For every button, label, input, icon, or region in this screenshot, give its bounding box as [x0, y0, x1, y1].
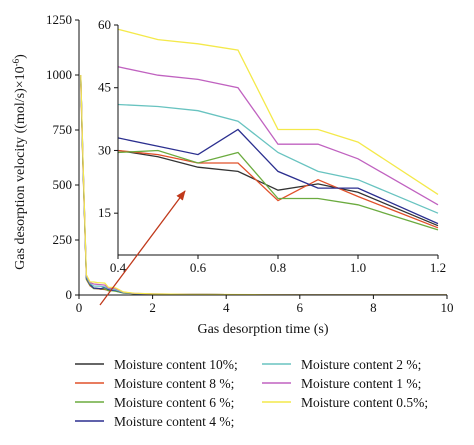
inset-series-line-2	[117, 149, 439, 231]
inset-y-tick-label-3: 60	[98, 17, 111, 32]
inset-series-lines	[117, 28, 439, 231]
inset-x-tick-label-0: 0.4	[110, 260, 127, 275]
main-series-lines	[80, 74, 447, 296]
inset-x-tick-label-4: 1.2	[430, 260, 446, 275]
legend-label-4: Moisture content 2 %;	[301, 357, 421, 372]
main-x-tick-label-5: 10	[441, 300, 454, 315]
main-y-tick-label-5: 1250	[46, 12, 72, 27]
main-x-tick-label-4: 8	[370, 300, 377, 315]
main-x-tick-label-2: 4	[223, 300, 230, 315]
inset-plot: 0.4 0.6 0.8 1.0 1.2 15 30 45 60	[98, 17, 446, 275]
inset-series-line-0	[117, 149, 439, 227]
inset-series-line-3	[117, 128, 439, 225]
inset-series-line-1	[117, 149, 439, 229]
inset-x-tick-label-1: 0.6	[190, 260, 207, 275]
y-axis-title-exponent: -6	[11, 58, 21, 66]
main-y-tick-label-0: 0	[66, 287, 73, 302]
legend-label-1: Moisture content 8 %;	[114, 376, 234, 391]
inset-x-ticks: 0.4 0.6 0.8 1.0 1.2	[110, 255, 446, 275]
main-y-ticks: 0 250 500 750 1000 1250	[46, 12, 79, 302]
legend-label-0: Moisture content 10%;	[114, 357, 238, 372]
legend-label-2: Moisture content 6 %;	[114, 395, 234, 410]
legend: Moisture content 10%; Moisture content 8 …	[75, 357, 428, 429]
main-x-ticks: 0 2 4 6 8 10	[76, 295, 454, 315]
main-y-tick-label-1: 250	[53, 232, 73, 247]
main-x-tick-label-3: 6	[297, 300, 304, 315]
main-y-tick-label-4: 1000	[46, 67, 72, 82]
inset-x-tick-label-2: 0.8	[270, 260, 286, 275]
inset-y-ticks: 15 30 45 60	[98, 17, 118, 220]
main-y-tick-label-2: 500	[53, 177, 73, 192]
main-x-tick-label-1: 2	[149, 300, 156, 315]
inset-series-line-5	[117, 66, 439, 206]
inset-y-tick-label-1: 30	[98, 142, 111, 157]
inset-background	[118, 25, 438, 255]
inset-series-line-4	[117, 103, 439, 214]
legend-label-3: Moisture content 4 %;	[114, 414, 234, 429]
main-y-tick-label-3: 750	[53, 122, 73, 137]
zoom-arrow	[99, 190, 186, 306]
main-plot: 0 2 4 6 8 10 0 250 500 750 1000 1250 Gas desorptio…	[11, 12, 454, 337]
legend-label-6: Moisture content 0.5%;	[301, 395, 428, 410]
inset-series-line-6	[117, 28, 439, 195]
y-axis-title: Gas desorption velocity ((mol/s)×10-6)	[11, 54, 28, 270]
inset-x-tick-label-3: 1.0	[350, 260, 366, 275]
x-axis-title: Gas desorption time (s)	[197, 322, 328, 337]
legend-label-5: Moisture content 1 %;	[301, 376, 421, 391]
main-x-tick-label-0: 0	[76, 300, 83, 315]
inset-y-tick-label-2: 45	[98, 80, 111, 95]
inset-y-tick-label-0: 15	[98, 205, 111, 220]
